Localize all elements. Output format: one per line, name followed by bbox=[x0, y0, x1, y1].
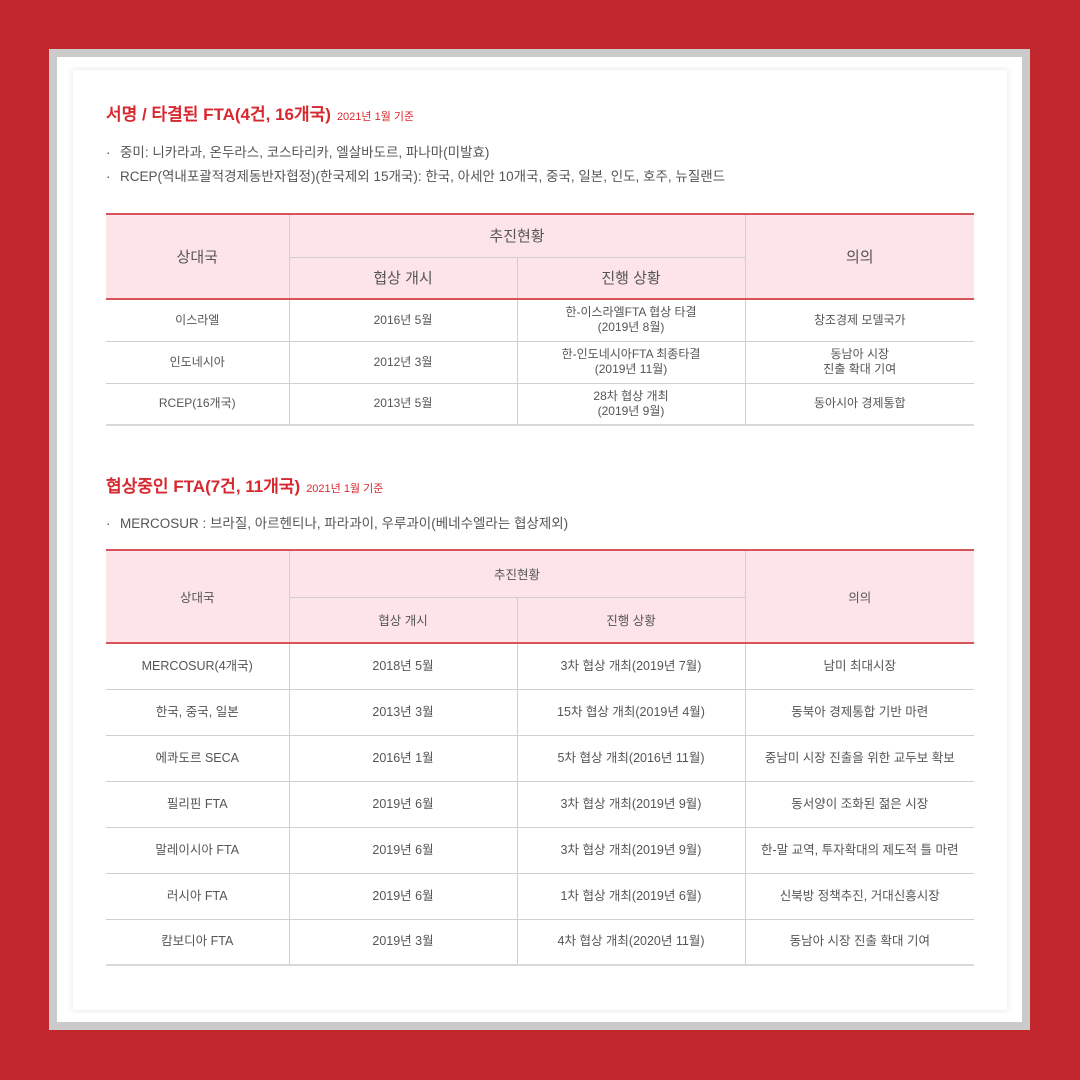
cell-significance: 동아시아 경제통합 bbox=[744, 382, 975, 426]
cell-sig: 신북방 정책추진, 거대신흥시장 bbox=[744, 872, 975, 920]
cell-partner: 이스라엘 bbox=[106, 298, 290, 342]
bullet-text: 중미: 니카라과, 온두라스, 코스타리카, 엘살바도르, 파나마(미발효) bbox=[120, 145, 490, 160]
section2-title: 협상중인 FTA(7건, 11개국) 2021년 1월 기준 bbox=[106, 472, 383, 497]
significance-line: 동남아 시장 bbox=[830, 347, 890, 361]
table-row: 이스라엘 2016년 5월 한-이스라엘FTA 협상 타결 (2019년 8월) 창조경… bbox=[106, 298, 975, 342]
cell-sig: 동서양이 조화된 젊은 시장 bbox=[744, 780, 975, 828]
cell-partner: 인도네시아 bbox=[106, 340, 290, 384]
cell-partner: 필리핀 FTA bbox=[106, 780, 290, 828]
cell-status: 5차 협상 개최(2016년 11월) bbox=[516, 734, 746, 782]
cell-significance: 동남아 시장 진출 확대 기여 bbox=[744, 340, 975, 384]
status-date: (2019년 11월) bbox=[594, 362, 668, 376]
table-row: 필리핀 FTA 2019년 6월 3차 협상 개최(2019년 9월) 동서양이 조화… bbox=[106, 780, 975, 828]
cell-partner: 캄보디아 FTA bbox=[106, 918, 290, 966]
cell-sig: 중남미 시장 진출을 위한 교두보 확보 bbox=[744, 734, 975, 782]
cell-status: 한-인도네시아FTA 최종타결 (2019년 11월) bbox=[516, 340, 746, 384]
cell-start: 2019년 6월 bbox=[288, 826, 518, 874]
cell-status: 한-이스라엘FTA 협상 타결 (2019년 8월) bbox=[516, 298, 746, 342]
cell-start: 2019년 6월 bbox=[288, 872, 518, 920]
header-significance: 의의 bbox=[744, 549, 975, 644]
cell-sig: 남미 최대시장 bbox=[744, 642, 975, 690]
header-partner: 상대국 bbox=[106, 213, 290, 300]
significance-line: 동아시아 경제통합 bbox=[813, 396, 906, 411]
negotiating-fta-table: 상대국 추진현황 의의 협상 개시 진행 상황 MERCOSUR(4개국) 201… bbox=[106, 549, 975, 966]
cell-status: 3차 협상 개최(2019년 9월) bbox=[516, 826, 746, 874]
cell-start: 2019년 6월 bbox=[288, 780, 518, 828]
cell-partner: MERCOSUR(4개국) bbox=[106, 642, 290, 690]
header-significance: 의의 bbox=[744, 213, 975, 300]
header-status: 진행 상황 bbox=[516, 596, 746, 644]
significance-line: 진출 확대 기여 bbox=[823, 362, 897, 376]
cell-sig: 한-말 교역, 투자확대의 제도적 틀 마련 bbox=[744, 826, 975, 874]
cell-start: 2012년 3월 bbox=[288, 340, 518, 384]
cell-start: 2013년 3월 bbox=[288, 688, 518, 736]
table-row: RCEP(16개국) 2013년 5월 28차 협상 개최 (2019년 9월) 동아시… bbox=[106, 382, 975, 426]
bullet-text: RCEP(역내포괄적경제동반자협정)(한국제외 15개국): 한국, 아세안 1… bbox=[120, 169, 726, 184]
cell-partner: 러시아 FTA bbox=[106, 872, 290, 920]
status-date: (2019년 9월) bbox=[597, 403, 665, 418]
cell-significance: 창조경제 모델국가 bbox=[744, 298, 975, 342]
cell-start: 2019년 3월 bbox=[288, 918, 518, 966]
signed-fta-table: 상대국 추진현황 의의 협상 개시 진행 상황 이스라엘 2016년 5월 한-이스… bbox=[106, 213, 975, 426]
section2-title-text: 협상중인 FTA(7건, 11개국) bbox=[106, 477, 301, 496]
section1-title-text: 서명 / 타결된 FTA(4건, 16개국) bbox=[106, 105, 331, 124]
header-status: 진행 상황 bbox=[516, 256, 746, 300]
section2-bullet: · MERCOSUR : 브라질, 아르헨티나, 파라과이, 우루과이(베네수엘라… bbox=[106, 516, 569, 531]
header-progress: 추진현황 bbox=[288, 549, 746, 598]
header-start: 협상 개시 bbox=[289, 256, 518, 300]
cell-start: 2013년 5월 bbox=[288, 382, 518, 426]
table-row: 캄보디아 FTA 2019년 3월 4차 협상 개최(2020년 11월) 동남아 시… bbox=[106, 918, 975, 966]
table-row: 말레이시아 FTA 2019년 6월 3차 협상 개최(2019년 9월) 한-말 교… bbox=[106, 826, 975, 874]
section1-bullet: · RCEP(역내포괄적경제동반자협정)(한국제외 15개국): 한국, 아세안 … bbox=[106, 169, 726, 184]
cell-status: 3차 협상 개최(2019년 7월) bbox=[516, 642, 746, 690]
table-row: 인도네시아 2012년 3월 한-인도네시아FTA 최종타결 (2019년 11월) 동… bbox=[106, 340, 975, 384]
table-row: MERCOSUR(4개국) 2018년 5월 3차 협상 개최(2019년 7월) 남… bbox=[106, 642, 975, 690]
status-line: 28차 협상 개최 bbox=[593, 388, 669, 403]
cell-partner: RCEP(16개국) bbox=[106, 382, 290, 426]
cell-partner: 말레이시아 FTA bbox=[106, 826, 290, 874]
header-partner: 상대국 bbox=[106, 549, 290, 644]
section1-bullet: · 중미: 니카라과, 온두라스, 코스타리카, 엘살바도르, 파나마(미발효) bbox=[106, 145, 490, 160]
section2-basis: 2021년 1월 기준 bbox=[306, 483, 384, 495]
status-line: 한-이스라엘FTA 협상 타결 bbox=[565, 305, 697, 320]
cell-status: 4차 협상 개최(2020년 11월) bbox=[516, 918, 746, 966]
table-row: 에콰도르 SECA 2016년 1월 5차 협상 개최(2016년 11월) 중남미 … bbox=[106, 734, 975, 782]
cell-status: 28차 협상 개최 (2019년 9월) bbox=[516, 382, 746, 426]
status-line: 한-인도네시아FTA 최종타결 bbox=[561, 347, 701, 361]
cell-status: 3차 협상 개최(2019년 9월) bbox=[516, 780, 746, 828]
significance-line: 창조경제 모델국가 bbox=[813, 312, 906, 327]
cell-sig: 동남아 시장 진출 확대 기여 bbox=[744, 918, 975, 966]
cell-start: 2018년 5월 bbox=[288, 642, 518, 690]
section1-basis: 2021년 1월 기준 bbox=[336, 111, 415, 123]
header-progress: 추진현황 bbox=[288, 213, 746, 258]
table-row: 러시아 FTA 2019년 6월 1차 협상 개최(2019년 6월) 신북방 정책추… bbox=[106, 872, 975, 920]
cell-start: 2016년 1월 bbox=[288, 734, 518, 782]
cell-partner: 에콰도르 SECA bbox=[106, 734, 290, 782]
cell-status: 1차 협상 개최(2019년 6월) bbox=[516, 872, 746, 920]
cell-sig: 동북아 경제통합 기반 마련 bbox=[744, 688, 975, 736]
header-start: 협상 개시 bbox=[289, 596, 518, 644]
cell-status: 15차 협상 개최(2019년 4월) bbox=[516, 688, 746, 736]
cell-partner: 한국, 중국, 일본 bbox=[106, 688, 290, 736]
section1-title: 서명 / 타결된 FTA(4건, 16개국) 2021년 1월 기준 bbox=[106, 100, 414, 125]
cell-start: 2016년 5월 bbox=[288, 298, 518, 342]
bullet-text: MERCOSUR : 브라질, 아르헨티나, 파라과이, 우루과이(베네수엘라는… bbox=[120, 516, 569, 531]
status-date: (2019년 8월) bbox=[597, 320, 665, 335]
table-row: 한국, 중국, 일본 2013년 3월 15차 협상 개최(2019년 4월) 동북아… bbox=[106, 688, 975, 736]
